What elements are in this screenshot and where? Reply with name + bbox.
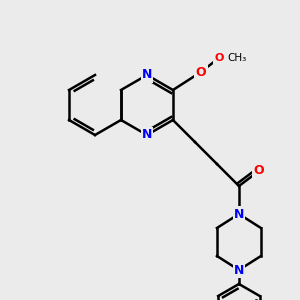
Text: N: N: [234, 263, 244, 277]
Text: CH₃: CH₃: [227, 53, 246, 63]
Text: O: O: [214, 53, 224, 63]
Text: N: N: [234, 208, 244, 220]
Text: O: O: [254, 164, 264, 178]
Text: N: N: [142, 128, 152, 142]
Text: O: O: [196, 65, 206, 79]
Text: N: N: [142, 68, 152, 82]
